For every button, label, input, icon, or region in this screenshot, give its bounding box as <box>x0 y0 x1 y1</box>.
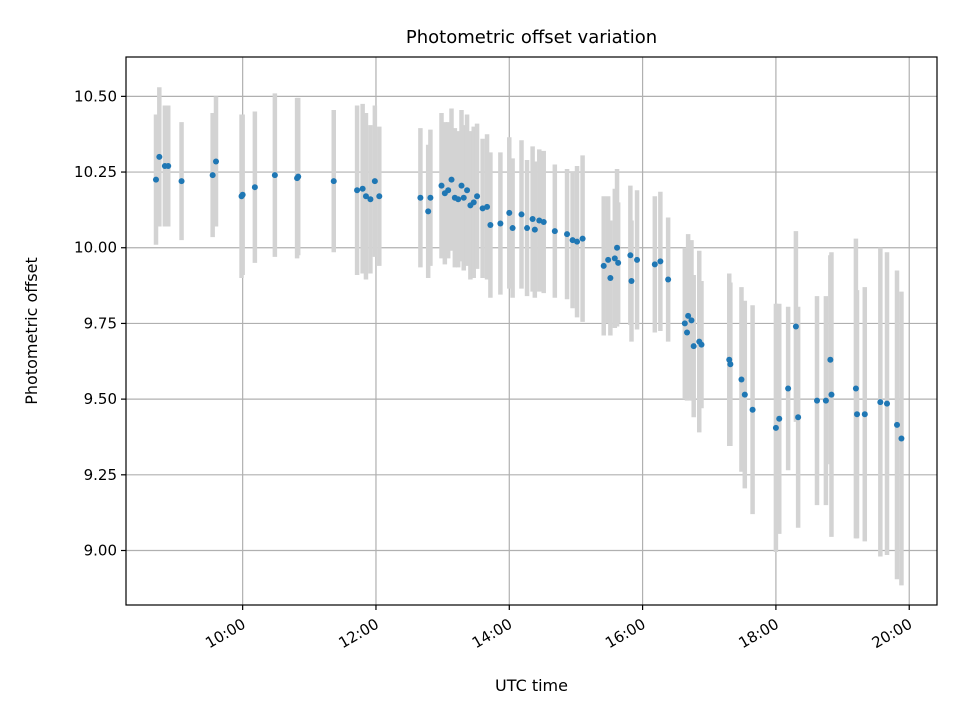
data-point <box>464 187 471 194</box>
data-point <box>540 219 547 226</box>
data-point <box>367 196 374 203</box>
data-point <box>814 397 821 404</box>
data-point <box>156 153 163 160</box>
data-point <box>741 391 748 398</box>
data-point <box>854 411 861 418</box>
data-point <box>600 262 607 269</box>
data-point <box>685 312 692 319</box>
data-point <box>251 184 258 191</box>
data-point <box>898 435 905 442</box>
data-point <box>564 231 571 238</box>
data-point <box>551 228 558 235</box>
data-point <box>861 411 868 418</box>
data-point <box>605 256 612 263</box>
data-point <box>506 209 513 216</box>
data-point <box>427 194 434 201</box>
chart-title: Photometric offset variation <box>406 27 657 48</box>
data-point <box>509 225 516 232</box>
data-point <box>776 415 783 422</box>
data-point <box>497 220 504 227</box>
y-tick-label: 9.75 <box>84 314 117 332</box>
data-point <box>681 320 688 327</box>
data-point <box>792 323 799 330</box>
data-point <box>651 261 658 268</box>
data-point <box>209 172 216 179</box>
data-point <box>727 361 734 368</box>
data-point <box>354 187 361 194</box>
data-point <box>684 329 691 336</box>
data-point <box>152 176 159 183</box>
data-point <box>460 194 467 201</box>
data-point <box>470 199 477 206</box>
data-point <box>359 185 366 192</box>
data-point <box>371 178 378 185</box>
data-point <box>726 356 733 363</box>
y-tick-label: 9.50 <box>84 390 117 408</box>
data-point <box>894 421 901 428</box>
data-point <box>749 406 756 413</box>
data-point <box>474 193 481 200</box>
data-point <box>607 275 614 282</box>
data-point <box>212 158 219 165</box>
data-point <box>738 376 745 383</box>
data-point <box>165 162 172 169</box>
data-point <box>524 225 531 232</box>
data-point <box>445 187 452 194</box>
data-point <box>615 259 622 266</box>
data-point <box>627 252 634 259</box>
data-point <box>295 173 302 180</box>
y-tick-label: 10.50 <box>74 87 117 105</box>
data-point <box>698 341 705 348</box>
data-point <box>884 400 891 407</box>
data-point <box>362 193 369 200</box>
data-point <box>376 193 383 200</box>
y-axis-label: Photometric offset <box>22 257 41 405</box>
y-tick-label: 9.00 <box>84 542 117 560</box>
data-point <box>822 397 829 404</box>
data-point <box>688 317 695 324</box>
data-point <box>531 226 538 233</box>
x-axis-label: UTC time <box>495 676 568 695</box>
data-point <box>271 172 278 179</box>
data-point <box>611 255 618 262</box>
y-tick-label: 9.25 <box>84 466 117 484</box>
data-point <box>417 194 424 201</box>
data-point <box>438 182 445 189</box>
data-point <box>574 238 581 245</box>
data-point <box>448 176 455 183</box>
data-point <box>518 211 525 218</box>
data-point <box>628 278 635 285</box>
data-point <box>484 203 491 210</box>
data-point <box>330 178 337 185</box>
y-tick-label: 10.00 <box>74 239 117 257</box>
data-point <box>487 222 494 229</box>
y-tick-label: 10.25 <box>74 163 117 181</box>
data-points <box>152 153 905 442</box>
data-point <box>795 414 802 421</box>
data-point <box>579 235 586 242</box>
data-point <box>634 256 641 263</box>
data-point <box>425 208 432 215</box>
data-point <box>455 196 462 203</box>
data-point <box>614 244 621 251</box>
data-point <box>690 343 697 350</box>
data-point <box>665 276 672 283</box>
plot-frame <box>125 56 938 606</box>
data-point <box>458 182 465 189</box>
data-point <box>178 178 185 185</box>
data-point <box>657 258 664 265</box>
data-point <box>828 391 835 398</box>
data-point <box>827 356 834 363</box>
data-point <box>877 399 884 406</box>
data-point <box>772 424 779 431</box>
y-axis: 9.00 9.25 9.50 9.75 10.00 10.25 10.50 <box>74 87 126 560</box>
data-point <box>785 385 792 392</box>
data-point <box>529 215 536 222</box>
data-point <box>852 385 859 392</box>
data-point <box>239 191 246 198</box>
